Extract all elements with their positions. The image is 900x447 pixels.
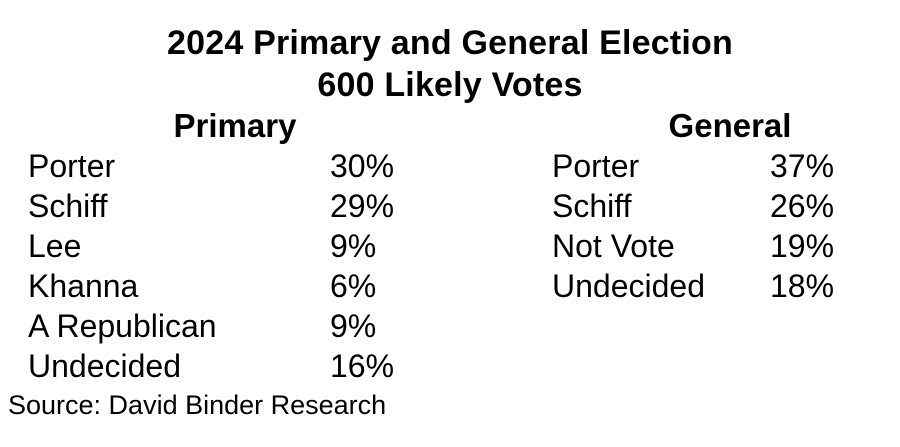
candidate-percentage: 16% <box>330 348 395 384</box>
candidate-label: Porter <box>552 148 640 184</box>
primary-results-table: Porter 30% Schiff 29% Lee 9% Khanna 6% A… <box>28 146 438 386</box>
candidate-label: Undecided <box>552 268 705 304</box>
candidate-label: Not Vote <box>552 228 675 264</box>
table-row: Porter 37% <box>552 146 882 186</box>
table-row: Undecided 18% <box>552 266 882 306</box>
candidate-label: Schiff <box>552 188 632 224</box>
general-results-table: Porter 37% Schiff 26% Not Vote 19% Undec… <box>552 146 882 306</box>
table-row: Porter 30% <box>28 146 438 186</box>
candidate-percentage: 9% <box>330 308 377 344</box>
table-row: Khanna 6% <box>28 266 438 306</box>
candidate-percentage: 9% <box>330 228 377 264</box>
candidate-percentage: 30% <box>330 148 395 184</box>
table-row: A Republican 9% <box>28 306 438 346</box>
title-line-2: 600 Likely Votes <box>317 66 583 104</box>
candidate-percentage: 29% <box>330 188 395 224</box>
candidate-label: Undecided <box>28 348 181 384</box>
page-title: 2024 Primary and General Election 600 Li… <box>0 22 900 106</box>
candidate-percentage: 18% <box>770 268 835 304</box>
title-line-1: 2024 Primary and General Election <box>167 24 733 62</box>
table-row: Lee 9% <box>28 226 438 266</box>
table-row: Schiff 29% <box>28 186 438 226</box>
candidate-percentage: 6% <box>330 268 377 304</box>
table-row: Schiff 26% <box>552 186 882 226</box>
candidate-label: Schiff <box>28 188 108 224</box>
candidate-label: Lee <box>28 228 82 264</box>
candidate-percentage: 26% <box>770 188 835 224</box>
candidate-percentage: 19% <box>770 228 835 264</box>
general-column-header: General <box>668 107 792 144</box>
candidate-label: Porter <box>28 148 116 184</box>
candidate-label: Khanna <box>28 268 139 304</box>
primary-column-header: Primary <box>173 107 297 144</box>
candidate-label: A Republican <box>28 308 217 344</box>
table-row: Undecided 16% <box>28 346 438 386</box>
table-row: Not Vote 19% <box>552 226 882 266</box>
source-attribution: Source: David Binder Research <box>8 390 387 420</box>
candidate-percentage: 37% <box>770 148 835 184</box>
